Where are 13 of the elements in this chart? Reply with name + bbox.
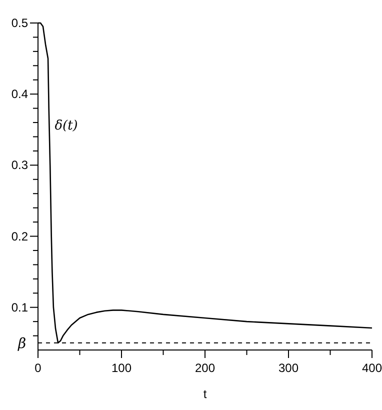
y-tick-label: 0.4 [11,87,28,102]
y-tick-label: 0.3 [11,158,28,172]
ref-line-label: β [17,336,26,352]
x-axis-title: t [203,387,208,401]
annotation: δ(t) [54,118,78,134]
x-tick-label: 400 [362,361,382,375]
x-tick-label: 0 [34,361,42,375]
x-tick-label: 200 [194,361,216,375]
y-tick-label: 0.2 [11,229,28,244]
x-tick-label: 100 [111,361,132,375]
y-tick-label: 0.5 [11,16,28,30]
x-tick-label: 300 [278,361,299,375]
y-tick-label: 0.1 [11,300,28,314]
